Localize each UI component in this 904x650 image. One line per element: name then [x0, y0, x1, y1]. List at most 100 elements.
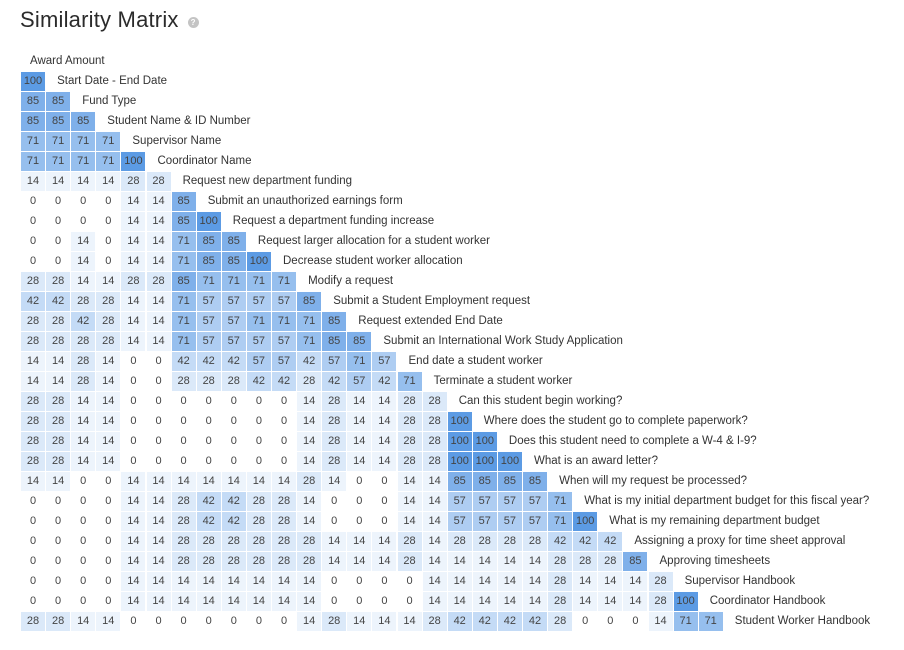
- heatmap-cell: 28: [146, 172, 171, 191]
- row-label: Submit a Student Employment request: [333, 295, 531, 307]
- heatmap-cell: 0: [96, 212, 121, 231]
- heatmap-cell: 28: [21, 452, 45, 471]
- row-label: Does this student need to complete a W-4…: [508, 435, 757, 447]
- heatmap-cell: 0: [322, 572, 347, 591]
- heatmap-cell: 0: [171, 392, 196, 411]
- heatmap-cell: 14: [196, 592, 221, 611]
- heatmap-cell: 0: [46, 492, 71, 511]
- heatmap-cell: 57: [246, 332, 271, 351]
- heatmap-cell: 0: [21, 532, 45, 551]
- heatmap-cell: 14: [397, 512, 422, 531]
- heatmap-cell: 14: [146, 572, 171, 591]
- heatmap-cell: 28: [46, 312, 71, 331]
- heatmap-cell: 14: [347, 452, 372, 471]
- heatmap-cell: 14: [297, 612, 322, 631]
- heatmap-cell: 42: [71, 312, 96, 331]
- heatmap-cell: 85: [46, 92, 71, 111]
- heatmap-cell: 0: [21, 572, 45, 591]
- heatmap-cell: 14: [221, 592, 246, 611]
- heatmap-cell: 57: [272, 352, 296, 371]
- heatmap-cell: 14: [422, 592, 447, 611]
- heatmap-cell: 14: [648, 612, 673, 631]
- heatmap-cell: 28: [46, 432, 71, 451]
- heatmap-cell: 0: [71, 592, 96, 611]
- heatmap-cell: 28: [246, 492, 271, 511]
- heatmap-cell: 0: [121, 612, 146, 631]
- heatmap-cell: 85: [196, 252, 221, 271]
- heatmap-cell: 14: [422, 472, 447, 491]
- help-circle-icon[interactable]: ?: [187, 17, 199, 28]
- page-title-text: Similarity Matrix: [20, 7, 179, 32]
- heatmap-cell: 28: [21, 432, 45, 451]
- heatmap-cell: 28: [71, 352, 96, 371]
- heatmap-cell: 0: [272, 412, 296, 431]
- row-label: What is an award letter?: [534, 455, 659, 467]
- row-label-award-amount: Award Amount: [30, 55, 105, 67]
- heatmap-cell: 0: [21, 212, 45, 231]
- heatmap-cell: 0: [121, 352, 146, 371]
- heatmap-cell: 71: [673, 612, 698, 631]
- heatmap-cell: 28: [21, 312, 45, 331]
- heatmap-cell: 0: [121, 452, 146, 471]
- heatmap-cell: 28: [297, 532, 322, 551]
- heatmap-cell: 42: [221, 352, 246, 371]
- row-label: Can this student begin working?: [458, 395, 623, 407]
- heatmap-cell: 28: [196, 372, 221, 391]
- heatmap-cell: 14: [121, 572, 146, 591]
- heatmap-cell: 14: [146, 492, 171, 511]
- heatmap-cell: 14: [472, 592, 497, 611]
- heatmap-cell: 71: [71, 132, 96, 151]
- heatmap-cell: 28: [322, 452, 347, 471]
- heatmap-cell: 28: [171, 492, 196, 511]
- heatmap-cell: 85: [322, 332, 347, 351]
- heatmap-cell: 28: [573, 552, 598, 571]
- heatmap-cell: 28: [297, 372, 322, 391]
- heatmap-cell: 57: [347, 372, 372, 391]
- heatmap-cell: 28: [397, 452, 422, 471]
- heatmap-cell: 14: [598, 592, 623, 611]
- heatmap-cell: 14: [372, 412, 397, 431]
- heatmap-cell: 14: [322, 472, 347, 491]
- heatmap-cell: 71: [21, 132, 45, 151]
- heatmap-cell: 0: [71, 552, 96, 571]
- heatmap-cell: 42: [598, 532, 623, 551]
- heatmap-cell: 28: [422, 612, 447, 631]
- heatmap-cell: 0: [171, 452, 196, 471]
- heatmap-cell: 0: [196, 412, 221, 431]
- heatmap-cell: 14: [347, 552, 372, 571]
- heatmap-cell: 14: [573, 592, 598, 611]
- row-label: Student Worker Handbook: [734, 615, 871, 627]
- heatmap-cell: 14: [246, 592, 271, 611]
- heatmap-cell: 14: [121, 532, 146, 551]
- row-label: When will my request be processed?: [559, 475, 748, 487]
- heatmap-cell: 28: [648, 572, 673, 591]
- heatmap-cell: 14: [121, 232, 146, 251]
- heatmap-cell: 14: [397, 612, 422, 631]
- heatmap-cell: 0: [246, 392, 271, 411]
- heatmap-cell: 42: [196, 492, 221, 511]
- heatmap-cell: 28: [397, 552, 422, 571]
- heatmap-cell: 14: [21, 172, 45, 191]
- heatmap-cell: 100: [196, 212, 221, 231]
- heatmap-cell: 14: [598, 572, 623, 591]
- heatmap-cell: 100: [121, 152, 146, 171]
- heatmap-cell: 28: [21, 412, 45, 431]
- heatmap-cell: 57: [196, 292, 221, 311]
- heatmap-cell: 42: [548, 532, 573, 551]
- heatmap-cell: 14: [297, 452, 322, 471]
- heatmap-cell: 57: [497, 512, 522, 531]
- row-label: What is my remaining department budget: [609, 515, 820, 527]
- heatmap-cell: 28: [21, 332, 45, 351]
- heatmap-cell: 42: [272, 372, 296, 391]
- heatmap-cell: 14: [146, 512, 171, 531]
- heatmap-cell: 0: [46, 552, 71, 571]
- heatmap-cell: 0: [272, 452, 296, 471]
- heatmap-cell: 0: [71, 492, 96, 511]
- heatmap-cell: 14: [146, 332, 171, 351]
- heatmap-cell: 42: [497, 612, 522, 631]
- heatmap-cell: 57: [272, 292, 296, 311]
- heatmap-cell: 28: [648, 592, 673, 611]
- heatmap-cell: 14: [46, 372, 71, 391]
- heatmap-cell: 42: [171, 352, 196, 371]
